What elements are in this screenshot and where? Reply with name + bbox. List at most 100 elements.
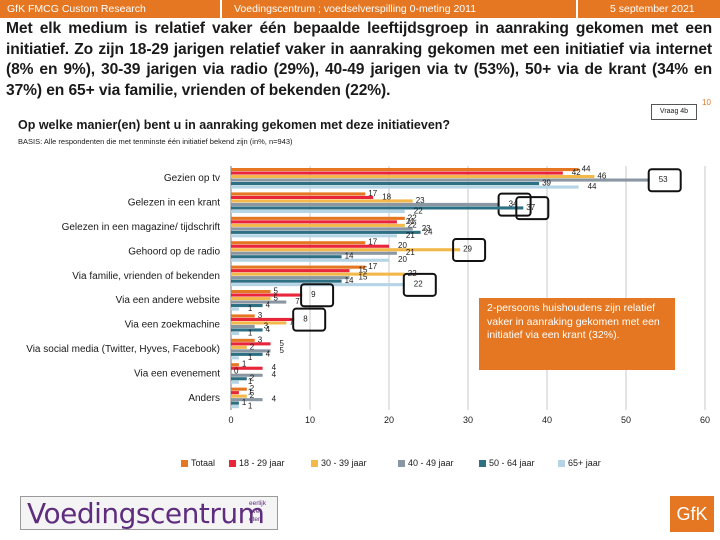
category-label: Anders: [188, 393, 220, 404]
tagline-line: over: [249, 508, 262, 515]
page-number: 10: [702, 98, 711, 107]
x-tick-label: 50: [621, 415, 631, 425]
data-label: 5: [274, 294, 279, 303]
bar: [231, 248, 461, 252]
highlight-box: [402, 272, 437, 297]
bar: [231, 345, 247, 349]
data-label: 34: [509, 199, 518, 208]
highlight-box: [292, 307, 327, 332]
data-label: 24: [424, 227, 433, 236]
question-text: Op welke manier(en) bent u in aanraking …: [18, 118, 451, 132]
data-label: 4: [266, 301, 271, 310]
voedingscentrum-logo: Voedingscentrum eerlijk over eten: [20, 496, 278, 530]
x-tick-label: 10: [305, 415, 315, 425]
bar: [231, 258, 389, 262]
bar: [231, 398, 263, 402]
x-tick-label: 60: [700, 415, 710, 425]
data-label: 21: [406, 231, 415, 240]
bar: [231, 328, 263, 332]
bar: [231, 373, 263, 377]
data-label: 18: [382, 192, 391, 201]
legend-label: 40 - 49 jaar: [408, 458, 454, 468]
data-label: 21: [406, 217, 415, 226]
data-label: 3: [264, 321, 269, 330]
category-label: Via een andere website: [116, 295, 221, 306]
bar: [231, 220, 397, 224]
data-label: 20: [398, 255, 407, 264]
data-label: 1: [248, 353, 253, 362]
data-label: 2: [250, 384, 255, 393]
highlight-box: [497, 192, 532, 217]
highlight-box: [452, 237, 487, 262]
data-label: 4: [266, 349, 271, 358]
data-label: 23: [422, 224, 431, 233]
bar: [231, 300, 287, 304]
bar: [231, 185, 579, 189]
header-bar: GfK FMCG Custom Research Voedingscentrum…: [0, 0, 720, 18]
bar: [231, 227, 413, 231]
x-tick-label: 20: [384, 415, 394, 425]
data-label: 1: [248, 304, 253, 313]
highlight-box: [647, 168, 682, 193]
headline: Met elk medium is relatief vaker één bep…: [6, 20, 712, 99]
bar: [231, 209, 405, 213]
legend-swatch: [229, 460, 236, 467]
data-label: 15: [359, 273, 368, 282]
bar: [231, 314, 255, 318]
bar: [231, 216, 405, 220]
bar: [231, 363, 239, 367]
bar: [231, 244, 389, 248]
bar: [231, 352, 263, 356]
bar: [231, 178, 650, 182]
bar: [231, 321, 287, 325]
header-divider: [576, 0, 578, 18]
data-label: 44: [588, 182, 597, 191]
bar: [231, 223, 405, 227]
bar: [231, 377, 247, 381]
bar: [231, 175, 595, 179]
bar: [231, 206, 524, 210]
bar: [231, 391, 239, 395]
bar: [231, 394, 247, 398]
legend-swatch: [558, 460, 565, 467]
data-label: 14: [345, 252, 354, 261]
data-label: 46: [597, 172, 606, 181]
data-label: 44: [582, 165, 591, 174]
data-label: 1: [248, 402, 253, 411]
bar: [231, 297, 271, 301]
category-label: Gelezen in een magazine/ tijdschrift: [62, 222, 221, 233]
bar: [231, 401, 239, 405]
data-label: 7: [289, 318, 294, 327]
data-label: 17: [368, 238, 377, 247]
legend-label: 18 - 29 jaar: [239, 458, 285, 468]
bar: [231, 168, 579, 172]
category-label: Via een zoekmachine: [125, 320, 221, 331]
data-label: 17: [368, 262, 377, 271]
data-label: 1: [242, 398, 247, 407]
basis-text: BASIS: Alle respondenten die met tenmins…: [18, 137, 293, 146]
data-label: 22: [408, 220, 417, 229]
bar: [231, 290, 271, 294]
data-label: 37: [526, 203, 535, 212]
bar: [231, 279, 342, 283]
data-label: 4: [266, 325, 271, 334]
bar: [231, 251, 397, 255]
data-label: 2: [250, 342, 255, 351]
legend-label: Totaal: [191, 458, 215, 468]
legend-swatch: [311, 460, 318, 467]
data-label: 14: [345, 276, 354, 285]
bar: [231, 342, 271, 346]
data-label: 4: [272, 363, 277, 372]
data-label: 0: [234, 367, 239, 376]
data-label: 5: [280, 339, 285, 348]
bar: [231, 265, 366, 269]
data-label: 1: [248, 377, 253, 386]
bar: [231, 349, 271, 353]
data-label: 4: [272, 370, 277, 379]
bar: [231, 317, 295, 321]
category-label: Gezien op tv: [164, 173, 220, 184]
bar: [231, 380, 239, 384]
question-tag: Vraag 4b: [651, 104, 697, 120]
bar: [231, 241, 366, 245]
data-label: 22: [414, 280, 423, 289]
